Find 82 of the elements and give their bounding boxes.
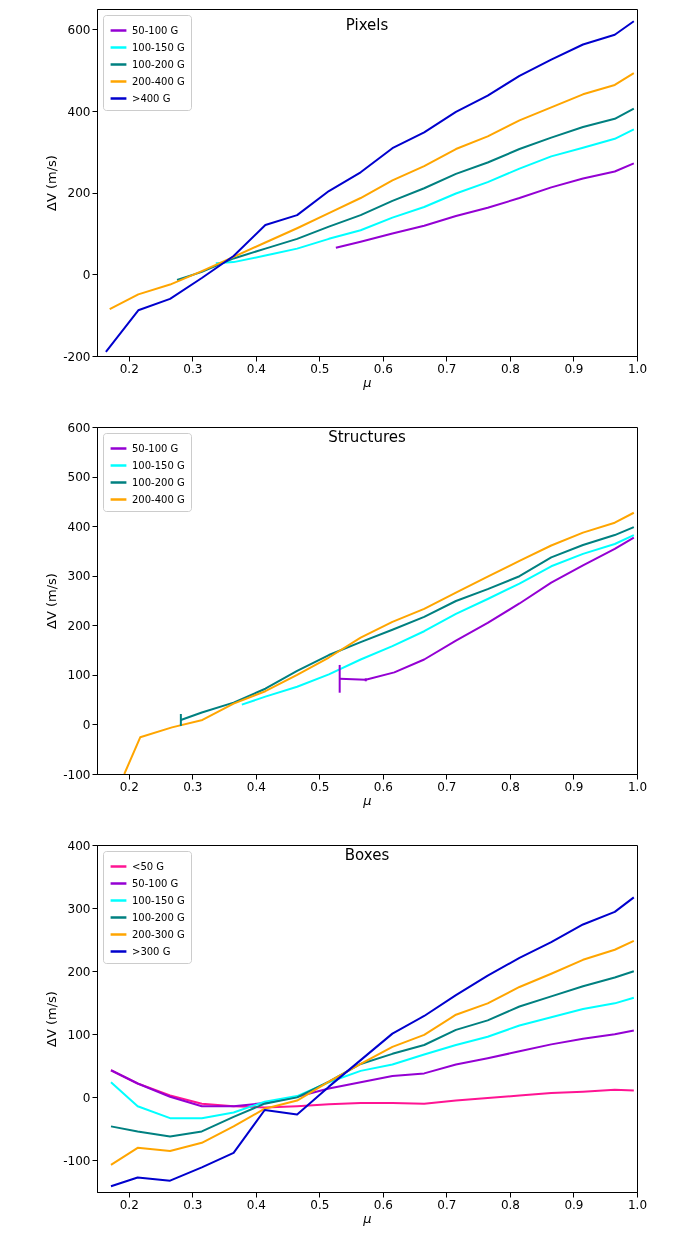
legend-label: 50-100 G: [132, 877, 179, 889]
legend-label: 100-200 G: [132, 911, 185, 923]
y-tick-label: 600: [67, 420, 91, 435]
y-tick-label: 300: [67, 569, 91, 584]
x-tick-label: 0.5: [310, 779, 330, 794]
x-tick-label: 0.2: [119, 779, 139, 794]
y-tick-label: 400: [67, 104, 91, 119]
x-tick-label: 1.0: [627, 1197, 648, 1212]
legend-label: 200-400 G: [132, 75, 185, 87]
line-series: [109, 896, 635, 1188]
line-series: [123, 511, 635, 774]
legend-label: 100-150 G: [132, 894, 185, 906]
x-tick-label: 0.2: [119, 1197, 139, 1212]
x-tick-label: 0.5: [310, 1197, 330, 1212]
legend-label: 200-300 G: [132, 928, 185, 940]
x-tick-label: 0.5: [310, 361, 330, 376]
y-tick-label: -100: [63, 767, 91, 782]
x-tick-label: 0.7: [437, 1197, 457, 1212]
x-axis-title: μ: [362, 1210, 372, 1226]
y-axis-title: ΔV (m/s): [44, 573, 60, 629]
x-tick-label: 0.4: [246, 779, 266, 794]
y-tick-label: -200: [63, 349, 91, 364]
x-axis-title: μ: [362, 374, 372, 390]
x-tick-label: 0.6: [373, 1197, 393, 1212]
y-tick-label: 600: [67, 22, 91, 37]
y-tick-label: 200: [67, 964, 91, 979]
line-series: [109, 1029, 635, 1108]
line-series: [104, 20, 635, 353]
x-tick-label: 0.7: [437, 779, 457, 794]
chart-title: Boxes: [344, 846, 390, 864]
y-tick-label: 0: [82, 717, 91, 732]
line-series: [214, 128, 635, 265]
x-tick-label: 1.0: [627, 361, 648, 376]
y-tick-label: 500: [67, 470, 91, 485]
y-tick-label: 200: [67, 186, 91, 201]
chart-title: Structures: [328, 428, 406, 446]
legend-label: >300 G: [132, 945, 171, 957]
x-tick-label: 0.8: [500, 361, 520, 376]
x-tick-label: 0.8: [500, 1197, 520, 1212]
x-tick-label: 1.0: [627, 779, 648, 794]
line-series: [109, 970, 635, 1138]
x-tick-label: 0.3: [183, 1197, 203, 1212]
legend-label: >400 G: [132, 92, 171, 104]
legend-label: 50-100 G: [132, 442, 179, 454]
line-series: [334, 162, 635, 249]
legend-label: 100-150 G: [132, 459, 185, 471]
legend-label: 100-200 G: [132, 476, 185, 488]
line-series: [240, 534, 635, 706]
x-tick-label: 0.6: [373, 361, 393, 376]
x-tick-label: 0.3: [183, 779, 203, 794]
y-tick-label: 400: [67, 838, 91, 853]
y-tick-label: -100: [63, 1153, 91, 1168]
y-tick-label: 200: [67, 618, 91, 633]
legend-label: 50-100 G: [132, 24, 179, 36]
x-tick-label: 0.9: [564, 779, 584, 794]
y-tick-label: 100: [67, 1027, 91, 1042]
legend-label: 100-200 G: [132, 58, 185, 70]
y-tick-label: 0: [82, 1090, 91, 1105]
x-tick-label: 0.9: [564, 1197, 584, 1212]
x-tick-label: 0.3: [183, 361, 203, 376]
y-tick-label: 0: [82, 267, 91, 282]
x-tick-label: 0.4: [246, 361, 266, 376]
y-axis-title: ΔV (m/s): [44, 155, 60, 211]
x-tick-label: 0.9: [564, 361, 584, 376]
x-axis-title: μ: [362, 792, 372, 808]
y-tick-label: 100: [67, 668, 91, 683]
line-series: [109, 996, 635, 1120]
x-tick-label: 0.8: [500, 779, 520, 794]
legend-label: 200-400 G: [132, 493, 185, 505]
line-series: [176, 107, 635, 282]
y-tick-label: 400: [67, 519, 91, 534]
line-series: [109, 939, 635, 1166]
legend-label: 100-150 G: [132, 41, 185, 53]
line-series: [108, 72, 635, 311]
x-tick-label: 0.2: [119, 361, 139, 376]
x-tick-label: 0.4: [246, 1197, 266, 1212]
y-axis-title: ΔV (m/s): [44, 991, 60, 1047]
text: Pixels: [345, 16, 389, 34]
y-tick-label: 300: [67, 901, 91, 916]
legend-label: <50 G: [132, 860, 165, 872]
x-tick-label: 0.6: [373, 779, 393, 794]
x-tick-label: 0.7: [437, 361, 457, 376]
